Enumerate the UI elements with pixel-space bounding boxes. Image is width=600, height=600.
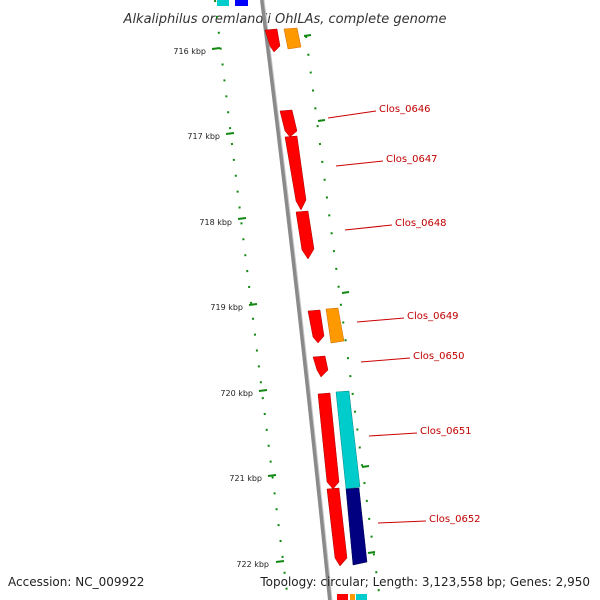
tick-label-717: 717 kbp: [187, 132, 220, 141]
tick-label-720: 720 kbp: [220, 389, 253, 398]
gene-label-clos-0652: Clos_0652: [429, 514, 481, 525]
tick-label-719: 719 kbp: [210, 303, 243, 312]
gene-label-clos-0647: Clos_0647: [386, 154, 438, 165]
outer-mark-2: [317, 119, 326, 122]
gene-clos-0652-navy: [345, 487, 368, 566]
gene-label-clos-0648: Clos_0648: [395, 218, 447, 229]
outer-mark-5: [367, 551, 376, 554]
tick-721: [267, 474, 277, 477]
gene-orange-716: [283, 27, 302, 50]
tick-718: [237, 217, 247, 220]
tick-717: [225, 132, 235, 135]
leader-clos-0651: [368, 432, 418, 437]
gene-clos-0646: [279, 109, 298, 138]
topology-text: Topology: circular; Length: 3,123,558 bp…: [259, 575, 590, 589]
gene-clos-0648: [295, 210, 315, 260]
gene-label-clos-0650: Clos_0650: [413, 351, 465, 362]
gene-clos-0647: [284, 135, 307, 211]
gene-red-716: [264, 28, 281, 53]
kbp-ticks: [211, 47, 285, 563]
gene-clos-0651-cyan: [335, 390, 361, 490]
gene-clos-0650: [312, 355, 329, 378]
gene-clos-0649-red: [307, 309, 325, 344]
gene-bottom-red: [337, 594, 348, 600]
map-title: Alkaliphilus oremlandii OhILAs, complete…: [123, 12, 447, 27]
outer-ring-marks: [303, 34, 376, 554]
tick-label-721: 721 kbp: [229, 474, 262, 483]
tick-722: [275, 560, 285, 563]
outer-mark-3: [341, 291, 350, 294]
genome-backbone-highlight: [263, 0, 333, 600]
tick-label-716: 716 kbp: [173, 47, 206, 56]
tick-720: [258, 389, 268, 392]
tick-716: [211, 47, 221, 50]
leader-clos-0646: [327, 110, 377, 119]
tick-label-718: 718 kbp: [199, 218, 232, 227]
tick-label-722: 722 kbp: [236, 560, 269, 569]
gene-top-blue: [235, 0, 248, 6]
gene-bottom-orange: [350, 594, 355, 600]
gene-label-clos-0651: Clos_0651: [420, 426, 472, 437]
leader-clos-0649: [356, 317, 405, 323]
tick-719: [248, 303, 258, 306]
gene-clos-0652-red: [326, 487, 348, 567]
leader-clos-0647: [335, 160, 384, 167]
gene-label-clos-0649: Clos_0649: [407, 311, 459, 322]
tick-ring-dots: [214, 0, 289, 600]
gene-top-cyan: [217, 0, 229, 6]
outer-mark-1: [303, 34, 312, 37]
accession-text: Accession: NC_009922: [8, 575, 144, 589]
outer-mark-4: [361, 465, 370, 468]
genome-backbone: [260, 0, 332, 600]
gene-bottom-cyan: [356, 594, 367, 600]
leader-clos-0650: [360, 357, 411, 363]
leader-clos-0652: [377, 520, 427, 524]
gene-label-clos-0646: Clos_0646: [379, 104, 431, 115]
gene-clos-0649-orange: [325, 307, 345, 344]
label-leaders: [327, 110, 427, 524]
gene-clos-0651-red: [317, 392, 340, 490]
leader-clos-0648: [344, 224, 393, 231]
